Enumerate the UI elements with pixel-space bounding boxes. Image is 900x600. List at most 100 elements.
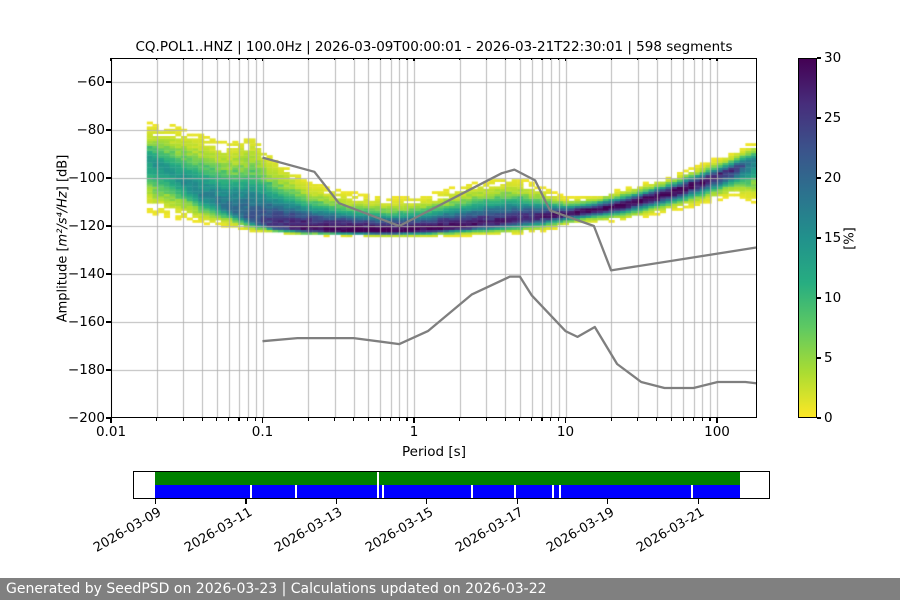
y-tick-label: −200 [67, 410, 105, 426]
x-tick-mark-top [156, 58, 158, 61]
x-tick-mark-top [459, 58, 461, 61]
x-tick-mark-top [201, 58, 203, 61]
y-tick-label: −180 [67, 362, 105, 378]
footer-text: Generated by SeedPSD on 2026-03-23 | Cal… [6, 581, 547, 597]
x-tick-label: 100 [704, 424, 730, 440]
x-tick-mark [610, 418, 612, 421]
timeline-tick-mark [607, 499, 609, 504]
x-tick-mark [564, 418, 567, 423]
y-tick-mark [106, 321, 111, 323]
colorbar-tick-label: 0 [824, 410, 833, 426]
x-tick-mark-top [389, 58, 392, 61]
coverage-gap [294, 485, 297, 498]
timeline-tick-mark [426, 499, 428, 504]
colorbar-tick-mark [817, 357, 821, 359]
x-tick-mark [367, 418, 369, 421]
x-tick-mark [716, 418, 718, 423]
y-tick-mark [106, 369, 111, 371]
coverage-gap [513, 485, 516, 498]
x-tick-mark [216, 418, 218, 421]
x-tick-mark [550, 418, 552, 421]
x-tick-mark-top [656, 58, 658, 61]
x-tick-mark [201, 418, 203, 421]
y-tick-label: −140 [67, 266, 105, 282]
x-tick-mark-top [110, 58, 112, 61]
y-tick-label: −100 [67, 170, 105, 186]
x-tick-mark-top [182, 58, 184, 61]
coverage-gap [551, 485, 554, 498]
x-tick-mark-top [682, 58, 684, 61]
footer-bar: Generated by SeedPSD on 2026-03-23 | Cal… [0, 578, 900, 600]
x-tick-mark-top [367, 58, 369, 61]
y-tick-label: −160 [67, 314, 105, 330]
coverage-green-bar [155, 472, 740, 485]
x-tick-label: 10 [556, 424, 575, 440]
x-tick-mark-top [670, 58, 672, 61]
x-tick-mark [261, 418, 264, 423]
x-tick-mark-top [709, 58, 711, 61]
x-tick-mark-top [531, 58, 533, 61]
coverage-gap [691, 485, 694, 498]
colorbar-tick-label: 25 [824, 110, 842, 126]
x-tick-mark-top [228, 58, 230, 61]
y-tick-mark [106, 129, 111, 131]
x-tick-mark-top [334, 58, 336, 61]
x-tick-label: 0.1 [251, 424, 274, 440]
y-axis-label-post: ] [dB] [55, 154, 71, 192]
colorbar-tick-mark [817, 177, 821, 179]
y-tick-label: −80 [76, 122, 106, 138]
x-tick-mark-top [550, 58, 552, 61]
x-tick-mark-top [413, 58, 415, 61]
x-tick-mark-top [541, 58, 543, 61]
colorbar-tick-mark [817, 417, 821, 419]
x-tick-mark-top [557, 58, 560, 61]
x-tick-mark-top [692, 58, 695, 61]
x-tick-mark-top [610, 58, 612, 61]
x-tick-mark [531, 418, 533, 421]
x-tick-mark [504, 418, 506, 421]
timeline-tick-mark [335, 499, 338, 504]
coverage-gap [382, 485, 385, 498]
x-tick-mark-top [564, 58, 567, 61]
colorbar-tick-mark [817, 117, 821, 119]
x-tick-mark [485, 418, 487, 421]
x-tick-mark [413, 418, 415, 423]
y-axis-label: Amplitude [m²/s⁴/Hz] [dB] [56, 114, 71, 364]
y-axis-label-units: m²/s⁴/Hz [55, 191, 71, 247]
x-tick-mark [656, 418, 658, 421]
x-tick-mark-top [307, 58, 309, 61]
x-tick-mark-top [504, 58, 506, 61]
x-tick-label: 1 [409, 424, 419, 440]
timeline-tick-mark [155, 499, 157, 504]
x-tick-mark [379, 418, 381, 421]
x-tick-mark-top [261, 58, 264, 61]
x-tick-mark [519, 418, 521, 421]
x-tick-mark-top [238, 58, 240, 61]
x-tick-mark-top [485, 58, 487, 61]
x-tick-mark [701, 418, 703, 421]
coverage-gap [376, 472, 379, 485]
x-tick-mark [182, 418, 184, 421]
x-tick-mark-top [406, 58, 408, 61]
colorbar-tick-mark [817, 57, 821, 59]
colorbar-label: [%] [842, 227, 858, 250]
x-tick-mark-top [519, 58, 521, 61]
coverage-gap [471, 485, 474, 498]
x-axis-label: Period [s] [402, 444, 466, 460]
x-tick-mark [709, 418, 711, 421]
x-tick-mark [307, 418, 309, 421]
colorbar-tick-label: 20 [824, 170, 842, 186]
x-tick-mark [156, 418, 158, 421]
timeline-tick-mark [697, 499, 699, 504]
x-tick-mark [389, 418, 392, 421]
x-tick-mark-top [247, 58, 249, 61]
x-tick-mark [398, 418, 400, 421]
x-tick-mark [637, 418, 639, 421]
x-tick-mark-top [353, 58, 355, 61]
y-tick-label: −120 [67, 218, 105, 234]
x-tick-mark-top [398, 58, 400, 61]
x-tick-mark [682, 418, 684, 421]
x-tick-mark-top [379, 58, 381, 61]
x-tick-mark-top [716, 58, 718, 61]
colorbar-tick-label: 5 [824, 350, 833, 366]
